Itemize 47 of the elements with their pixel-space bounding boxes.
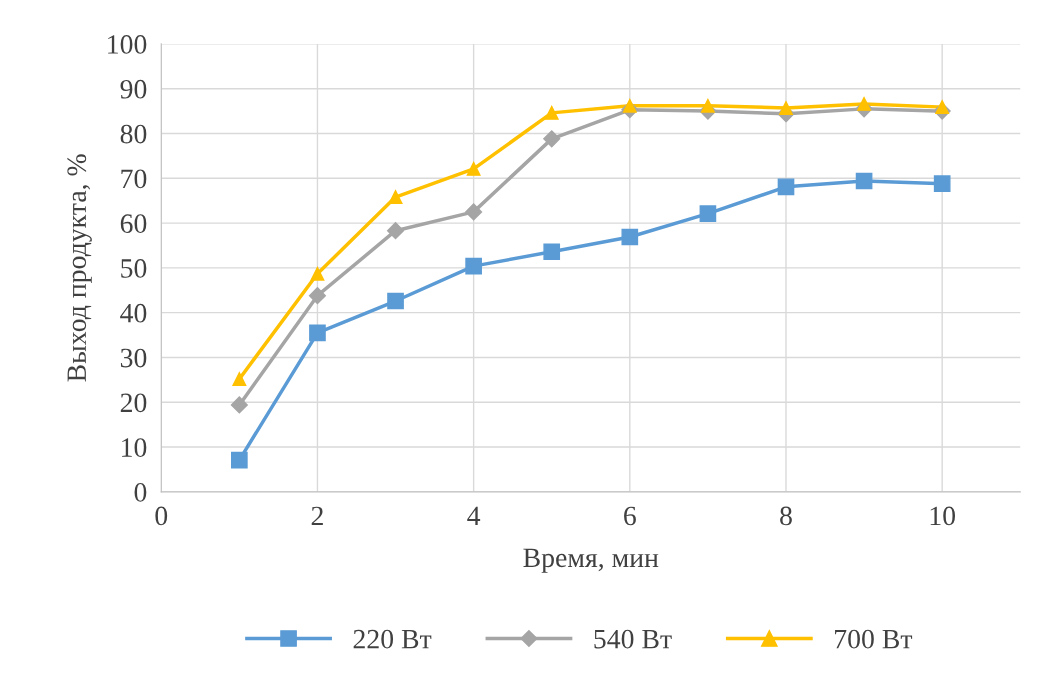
legend-label: 540 Вт [594,629,672,649]
y-tick-label: 10 [122,438,147,457]
y-tick-label: 0 [134,483,147,502]
point [465,257,482,275]
point [544,105,559,120]
legend-label: 700 Вт [835,629,913,649]
point [232,372,247,386]
point [466,161,481,176]
point [700,98,715,113]
point [309,324,326,342]
point [543,243,561,261]
point [777,178,795,196]
x-tick-label: 0 [155,506,168,526]
y-tick-label: 40 [120,303,147,323]
y-tick-label: 30 [120,348,147,368]
y-tick-label: 100 [108,35,147,54]
y-tick-label: 50 [121,259,147,278]
point [622,98,637,113]
point [387,292,404,310]
point [621,228,639,246]
x-tick-label: 10 [930,506,956,526]
point [465,203,483,221]
x-tick-label: 8 [780,506,792,526]
point [935,100,950,115]
point [308,287,326,305]
point [779,101,793,115]
point [855,172,873,190]
point [388,190,403,205]
point [543,130,561,148]
y-tick-label: 80 [120,124,147,144]
point [857,96,872,111]
legend-label: 220 Вт [353,629,432,649]
point [231,451,248,469]
point [699,205,717,223]
x-tick-label: 2 [311,506,323,526]
y-tick-label: 20 [120,393,147,413]
y-tick-label: 60 [120,214,147,233]
y-tick-label: 90 [120,79,147,99]
y-tick-label: 70 [121,169,147,189]
point [230,396,248,414]
x-tick-label: 4 [467,506,481,526]
x-axis-title: Время, мин [523,548,659,573]
x-tick-label: 6 [624,506,636,526]
point [310,266,325,281]
point [933,175,951,193]
y-axis-title: Выход продукта, % [67,154,92,382]
point [386,222,405,240]
